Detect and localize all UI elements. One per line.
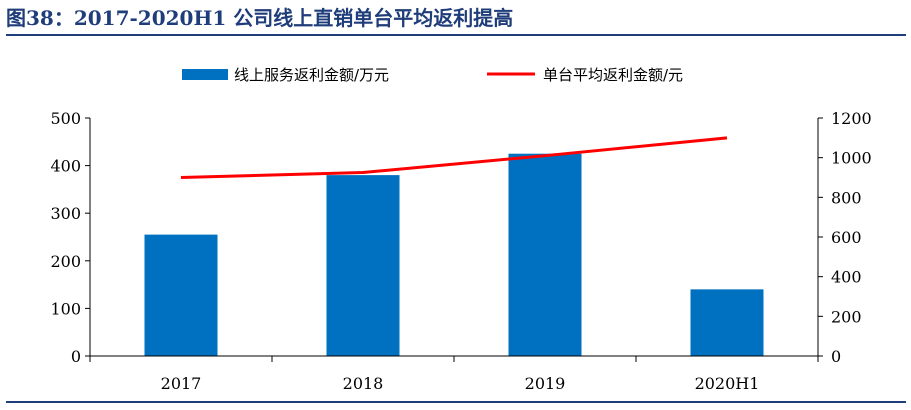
y-left-tick-label: 300	[50, 204, 81, 223]
y-left-tick-label: 100	[50, 299, 81, 318]
y-right-tick-label: 600	[831, 228, 862, 247]
x-tick-label: 2019	[525, 374, 566, 393]
legend-bar-label: 线上服务返利金额/万元	[234, 66, 389, 84]
chart-title: 图38：2017-2020H1 公司线上直销单台平均返利提高	[6, 6, 514, 30]
title-underline	[6, 34, 906, 36]
y-left-tick-label: 500	[50, 109, 81, 128]
y-right-tick-label: 400	[831, 268, 862, 287]
legend-line-label: 单台平均返利金额/元	[543, 66, 683, 84]
axes: 0 100 200 300 400 500 0 200 400 600 800 1000 1200 201…	[50, 109, 871, 393]
bar-2017	[144, 234, 218, 356]
y-left-tick-label: 200	[50, 252, 81, 271]
bottom-rule	[6, 401, 906, 403]
y-left-tick-label: 400	[50, 157, 81, 176]
legend-bar-swatch	[182, 69, 228, 80]
legend: 线上服务返利金额/万元 单台平均返利金额/元	[182, 66, 683, 84]
x-tick-label: 2018	[343, 374, 384, 393]
x-tick-label: 2020H1	[695, 374, 760, 393]
y-right-tick-label: 0	[831, 347, 841, 366]
y-left-tick-label: 0	[71, 347, 81, 366]
y-right-tick-label: 200	[831, 307, 862, 326]
line-path	[180, 136, 728, 179]
y-right-tick-label: 1200	[831, 109, 872, 128]
y-right-tick-label: 800	[831, 188, 862, 207]
bar-2020H1	[690, 289, 764, 356]
line-series	[180, 136, 728, 179]
x-tick-label: 2017	[161, 374, 202, 393]
bar-series	[144, 153, 764, 356]
bar-2018	[326, 175, 400, 356]
y-right-tick-label: 1000	[831, 149, 872, 168]
bar-2019	[508, 153, 582, 356]
